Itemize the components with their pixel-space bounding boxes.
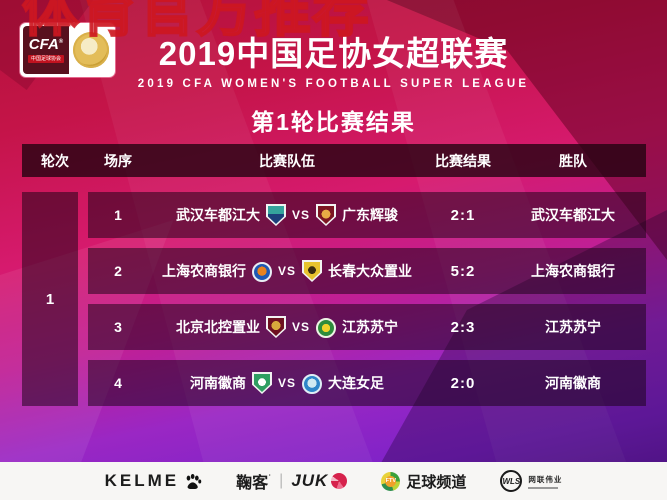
match-winner: 上海农商银行 — [531, 263, 615, 279]
changchun-badge-icon — [302, 260, 322, 282]
wls-tagline-line — [528, 486, 559, 489]
sponsor-bar: KELME 鞠客˙ | JUK FTV 足球频道 WLS 网联伟业 — [0, 462, 667, 500]
guangdong-badge-icon — [316, 204, 336, 226]
match-winner: 江苏苏宁 — [545, 319, 601, 335]
sponsor-ftv: FTV 足球频道 — [381, 471, 466, 492]
vs-label: VS — [277, 376, 296, 390]
home-team-name: 武汉车都江大 — [175, 207, 260, 223]
match-teams: 北京北控置业 VS 江苏苏宁 — [148, 316, 426, 338]
match-teams: 河南徽商 VS 大连女足 — [148, 372, 426, 394]
henan-badge-icon — [251, 372, 272, 394]
col-header-score: 比赛结果 — [435, 152, 491, 169]
sponsor-kelme: KELME — [105, 471, 203, 491]
match-score: 2:0 — [450, 374, 476, 392]
match-winner: 武汉车都江大 — [531, 207, 615, 223]
ftv-globe-icon: FTV — [381, 471, 401, 491]
paw-icon — [186, 473, 202, 489]
away-team-name: 江苏苏宁 — [342, 319, 398, 335]
sponsor-wls: WLS 网联伟业 — [500, 470, 562, 492]
match-score: 5:2 — [450, 262, 476, 280]
round-result-label: 第1轮比赛结果 — [251, 109, 416, 136]
match-winner: 河南徽商 — [545, 375, 601, 391]
round-number-cell: 1 — [22, 192, 78, 406]
match-seq: 1 — [114, 207, 122, 223]
cfa-caption: 中国足球协会 — [27, 55, 64, 63]
cfa-registered-mark: ® — [58, 39, 64, 45]
sponsor-juke: 鞠客˙ | JUK — [236, 469, 348, 493]
results-table-rows: 1 武汉车都江大 VS 广东辉骏 2:1 武汉车都江大 2 上海农商银行 VS … — [88, 192, 646, 406]
col-header-teams: 比赛队伍 — [259, 152, 315, 169]
home-team-name: 河南徽商 — [189, 375, 246, 391]
dalian-badge-icon — [302, 373, 322, 394]
table-row: 4 河南徽商 VS 大连女足 2:0 河南徽商 — [88, 360, 646, 406]
juke-rose-icon — [331, 473, 348, 489]
cfa-logo-left-panel: CFA® 中国足球协会 — [23, 26, 69, 74]
home-team-name: 上海农商银行 — [161, 263, 246, 279]
table-header: 轮次 场序 比赛队伍 比赛结果 胜队 — [22, 144, 646, 177]
watermark-text: 体育官方推荐 — [21, 0, 370, 44]
wls-company-name: 网联伟业 — [528, 474, 563, 484]
match-score: 2:3 — [450, 318, 476, 336]
col-header-winner: 胜队 — [559, 152, 587, 169]
away-team-name: 大连女足 — [328, 375, 384, 391]
col-header-round: 轮次 — [41, 152, 69, 169]
table-row: 3 北京北控置业 VS 江苏苏宁 2:3 江苏苏宁 — [88, 304, 646, 350]
wuhan-badge-icon — [265, 204, 286, 226]
juke-en-wordmark: JUK — [291, 471, 329, 490]
table-row: 1 武汉车都江大 VS 广东辉骏 2:1 武汉车都江大 — [88, 192, 646, 238]
table-row: 2 上海农商银行 VS 长春大众置业 5:2 上海农商银行 — [88, 248, 646, 294]
kelme-wordmark: KELME — [104, 471, 180, 490]
page-title: 2019中国足协女超联赛 — [158, 35, 509, 72]
col-header-seq: 场序 — [104, 152, 132, 169]
match-seq: 2 — [114, 263, 122, 279]
headline-block: 2019中国足协女超联赛 2019 CFA WOMEN'S FOOTBALL S… — [0, 35, 667, 137]
match-score: 2:1 — [450, 206, 476, 224]
wls-caption-block: 网联伟业 — [528, 474, 562, 489]
shanghai-badge-icon — [251, 261, 272, 282]
ftv-wordmark: 足球频道 — [406, 473, 467, 491]
vs-label: VS — [291, 208, 310, 222]
page-subtitle: 2019 CFA WOMEN'S FOOTBALL SUPER LEAGUE — [137, 78, 530, 91]
wls-circle-icon: WLS — [500, 470, 523, 492]
away-team-name: 长春大众置业 — [328, 263, 412, 279]
cfa-word: CFA — [28, 36, 59, 53]
vs-label: VS — [277, 264, 296, 278]
cfa-logo-right-panel — [69, 26, 112, 74]
vs-label: VS — [291, 320, 310, 334]
away-team-name: 广东辉骏 — [342, 207, 398, 223]
match-seq: 3 — [114, 319, 122, 335]
juke-cn-text: 鞠客 — [236, 475, 269, 492]
jiangsu-badge-icon — [316, 317, 336, 338]
cfa-wordmark: CFA® — [29, 37, 63, 52]
juke-divider: | — [279, 472, 284, 489]
match-teams: 上海农商银行 VS 长春大众置业 — [148, 260, 426, 282]
cfa-gold-seal-icon — [72, 32, 109, 68]
match-teams: 武汉车都江大 VS 广东辉骏 — [148, 204, 426, 226]
ftv-abbr: FTV — [385, 475, 397, 487]
beijing-badge-icon — [265, 316, 286, 338]
juke-dot: ˙ — [268, 473, 272, 484]
home-team-name: 北京北控置业 — [175, 319, 260, 335]
match-seq: 4 — [114, 375, 122, 391]
cfa-logo: CFA® 中国足球协会 — [20, 23, 115, 77]
juke-cn-wordmark: 鞠客˙ — [236, 469, 271, 493]
